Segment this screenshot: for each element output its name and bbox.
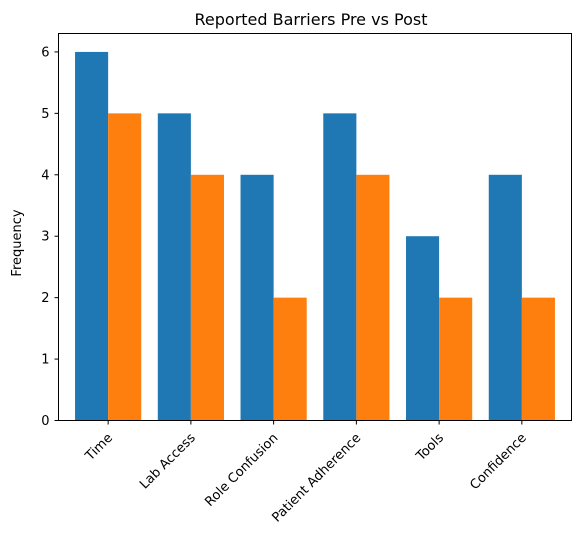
x-tick-label: Tools — [413, 431, 447, 465]
bar-series2-time — [108, 113, 142, 421]
y-tick-label: 4 — [41, 168, 49, 183]
x-tick-label: Lab Access — [137, 431, 199, 493]
y-tick-label: 5 — [41, 107, 49, 122]
y-tick-label: 1 — [41, 353, 49, 368]
y-tick-label: 2 — [41, 291, 49, 306]
bar-series1-confidence — [488, 174, 522, 421]
bar-series1-tools — [406, 236, 440, 421]
bar-series1-lab-access — [157, 113, 191, 421]
x-tick-label: Confidence — [467, 431, 529, 493]
x-tick-label: Role Confusion — [202, 431, 281, 510]
y-tick-label: 3 — [41, 230, 49, 245]
y-tick-label: 0 — [41, 414, 49, 429]
bar-series1-time — [75, 51, 109, 421]
bar-series1-patient-adherence — [323, 113, 357, 421]
x-tick-label: Patient Adherence — [269, 431, 364, 526]
bar-series2-confidence — [521, 297, 555, 421]
chart-title: Reported Barriers Pre vs Post — [195, 10, 428, 29]
bar-series2-tools — [439, 297, 473, 421]
y-tick-label: 6 — [41, 45, 49, 60]
bar-series2-patient-adherence — [356, 174, 390, 421]
bar-series2-lab-access — [190, 174, 224, 421]
y-axis-label: Frequency — [10, 209, 25, 276]
bar-series2-role-confusion — [273, 297, 307, 421]
y-axis: 0 1 2 3 4 5 6 — [41, 45, 59, 429]
x-tick-label: Time — [82, 431, 116, 465]
bar-series1-role-confusion — [240, 174, 274, 421]
plot-frame — [58, 33, 572, 421]
bars-group — [75, 51, 555, 421]
